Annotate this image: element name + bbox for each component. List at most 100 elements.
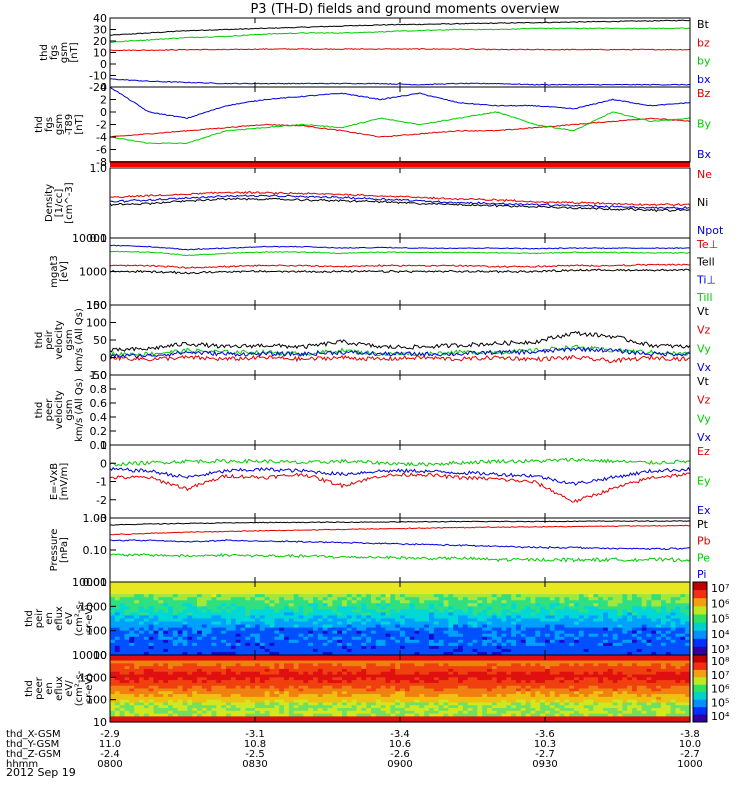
heatmap-cell — [124, 674, 130, 678]
heatmap-cell — [472, 668, 478, 673]
heatmap-cell — [656, 618, 662, 623]
heatmap-cell — [279, 633, 285, 638]
heatmap-cell — [274, 624, 280, 629]
y-tick-label: 10000 — [72, 576, 107, 589]
heatmap-cell — [641, 609, 648, 614]
heatmap-cell — [603, 655, 609, 659]
heatmap-cell — [284, 642, 290, 647]
heatmap-cell — [274, 677, 280, 681]
heatmap-cell — [259, 585, 266, 589]
heatmap-cell — [172, 612, 179, 617]
heatmap-cell — [303, 609, 309, 614]
heatmap-cell — [516, 674, 522, 678]
heatmap-cell — [259, 627, 266, 632]
heatmap-cell — [187, 645, 193, 650]
heatmap-cell — [221, 671, 227, 676]
heatmap-cell — [656, 585, 662, 589]
heatmap-cell — [448, 630, 454, 635]
heatmap-cell — [501, 694, 507, 698]
heatmap-cell — [385, 615, 391, 620]
heatmap-cell — [110, 630, 116, 635]
heatmap-cell — [477, 655, 483, 659]
heatmap-cell — [153, 680, 159, 684]
heatmap-cell — [235, 585, 242, 589]
heatmap-cell — [201, 642, 208, 647]
heatmap-cell — [607, 627, 614, 632]
y-axis-title: sr-eV) — [84, 604, 95, 633]
heatmap-cell — [462, 671, 469, 676]
heatmap-cell — [603, 588, 609, 592]
heatmap-cell — [535, 663, 541, 667]
heatmap-cell — [375, 609, 382, 614]
heatmap-cell — [163, 660, 169, 664]
heatmap-cell — [622, 618, 628, 623]
heatmap-cell — [168, 671, 174, 676]
heatmap-cell — [119, 624, 126, 629]
heatmap-cell — [172, 666, 179, 670]
heatmap-cell — [462, 688, 469, 692]
heatmap-cell — [342, 588, 348, 592]
heatmap-cell — [172, 696, 179, 701]
heatmap-cell — [129, 621, 135, 626]
heatmap-cell — [298, 606, 304, 610]
heatmap-cell — [139, 582, 145, 586]
heatmap-cell — [559, 660, 565, 664]
heatmap-cell — [279, 666, 285, 670]
heatmap-cell — [496, 612, 503, 617]
heatmap-cell — [308, 615, 314, 620]
heatmap-cell — [139, 618, 145, 623]
heatmap-cell — [429, 680, 435, 684]
heatmap-cell — [467, 615, 474, 620]
heatmap-cell — [337, 682, 343, 687]
heatmap-cell — [511, 677, 517, 681]
heatmap-cell — [148, 677, 155, 681]
heatmap-cell — [192, 677, 198, 681]
heatmap-cell — [409, 682, 416, 687]
heatmap-cell — [607, 648, 614, 653]
heatmap-cell — [375, 594, 382, 598]
heatmap-cell — [438, 603, 445, 607]
heatmap-cell — [477, 657, 483, 662]
y-tick-label: 1.00 — [83, 512, 108, 525]
heatmap-cell — [520, 603, 527, 607]
heatmap-cell — [487, 694, 493, 698]
heatmap-cell — [139, 648, 145, 653]
heatmap-cell — [143, 660, 150, 664]
heatmap-cell — [317, 594, 324, 598]
heatmap-cell — [622, 691, 628, 695]
heatmap-cell — [564, 615, 570, 620]
heatmap-cell — [603, 633, 609, 638]
heatmap-cell — [182, 694, 188, 698]
heatmap-cell — [545, 680, 551, 684]
heatmap-cell — [404, 612, 411, 617]
heatmap-cell — [143, 651, 150, 656]
heatmap-cell — [197, 674, 203, 678]
heatmap-cell — [342, 627, 348, 632]
heatmap-cell — [593, 666, 599, 670]
heatmap-cell — [501, 588, 507, 592]
heatmap-cell — [366, 691, 372, 695]
heatmap-cell — [535, 615, 541, 620]
heatmap-cell — [211, 674, 217, 678]
heatmap-cell — [593, 624, 599, 629]
colorbar-segment — [693, 638, 707, 648]
heatmap-cell — [535, 645, 541, 650]
heatmap-cell — [139, 627, 145, 632]
heatmap-cell — [554, 691, 561, 695]
heatmap-cell — [139, 588, 145, 592]
heatmap-cell — [472, 603, 478, 607]
heatmap-cell — [578, 694, 585, 698]
heatmap-cell — [574, 688, 580, 692]
heatmap-cell — [206, 680, 213, 684]
heatmap-cell — [351, 668, 358, 673]
heatmap-cell — [274, 606, 280, 610]
heatmap-cell — [327, 606, 333, 610]
heatmap-cell — [438, 615, 445, 620]
heatmap-cell — [385, 648, 391, 653]
heatmap-cell — [274, 648, 280, 653]
heatmap-cell — [197, 606, 203, 610]
heatmap-cell — [496, 594, 503, 598]
heatmap-cell — [564, 603, 570, 607]
heatmap-cell — [172, 606, 179, 610]
heatmap-cell — [516, 621, 522, 626]
